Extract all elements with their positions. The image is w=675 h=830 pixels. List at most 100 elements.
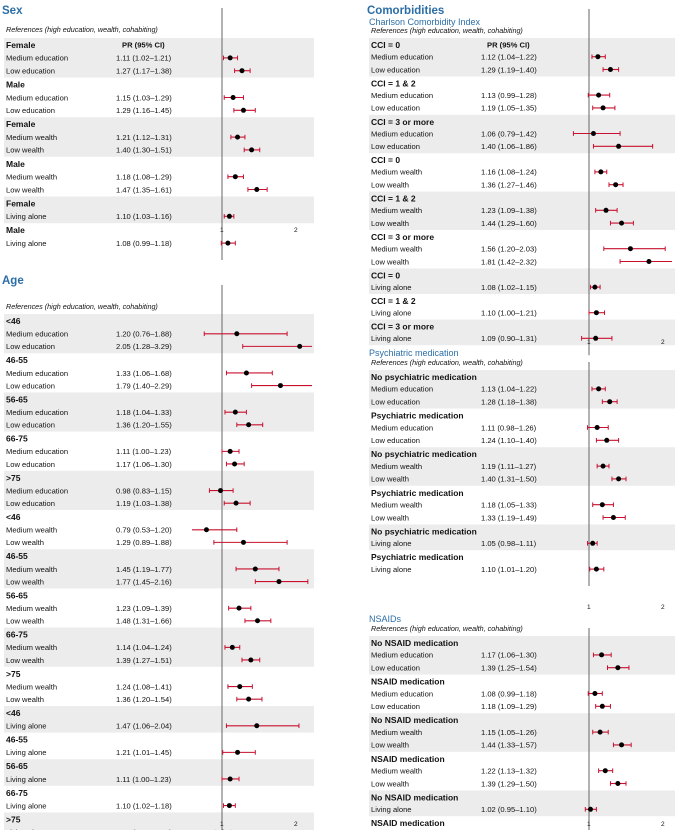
row-label: Low wealth [6, 538, 44, 547]
group-heading: 56-65 [6, 590, 28, 600]
point-estimate [240, 107, 246, 113]
row-pr-ci: 1.15 (1.05–1.26) [481, 728, 537, 737]
row-label: Living alone [371, 565, 412, 574]
group-heading: <46 [6, 708, 21, 718]
row-pr-ci: 1.13 (0.99–1.28) [481, 91, 537, 100]
row-pr-ci: 1.14 (1.04–1.24) [116, 643, 172, 652]
row-label: Living alone [371, 805, 412, 814]
row-label: Low wealth [6, 695, 44, 704]
row-label: Living alone [6, 722, 47, 731]
row-label: Low wealth [371, 257, 409, 266]
row-label: Low education [371, 702, 420, 711]
point-estimate [276, 579, 282, 585]
point-estimate [226, 803, 232, 809]
row-pr-ci: 1.23 (1.09–1.39) [116, 604, 172, 613]
row-label: Low wealth [6, 577, 44, 586]
point-estimate [603, 207, 609, 213]
group-shade [4, 38, 314, 78]
group-heading: NSAID medication [371, 754, 445, 764]
point-estimate [619, 742, 625, 748]
row-pr-ci: 1.79 (1.40–2.29) [116, 381, 172, 390]
point-estimate [596, 386, 602, 392]
row-pr-ci: 1.36 (1.27–1.46) [481, 181, 537, 190]
row-label: Low education [6, 67, 55, 76]
group-heading: 46-55 [6, 735, 28, 745]
point-estimate [599, 703, 605, 709]
group-heading: 56-65 [6, 394, 28, 404]
row-label: Medium education [6, 369, 68, 378]
row-pr-ci: 1.18 (1.09–1.29) [481, 702, 537, 711]
row-pr-ci: 1.39 (1.29–1.50) [481, 779, 537, 788]
point-estimate [235, 134, 241, 140]
group-shade [4, 627, 314, 667]
point-estimate [615, 665, 621, 671]
point-estimate [254, 723, 260, 729]
point-estimate [646, 259, 652, 265]
point-estimate [599, 652, 605, 658]
point-estimate [233, 500, 239, 506]
group-shade [369, 319, 675, 346]
row-label: Medium education [371, 423, 433, 432]
point-estimate [232, 409, 238, 415]
row-label: Low wealth [6, 617, 44, 626]
row-label: Living alone [6, 212, 47, 221]
row-pr-ci: 1.29 (0.89–1.88) [116, 538, 172, 547]
row-label: Low education [371, 104, 420, 113]
row-label: Low wealth [6, 656, 44, 665]
row-pr-ci: 1.29 (1.16–1.45) [116, 106, 172, 115]
point-estimate [246, 422, 252, 428]
point-estimate [246, 696, 252, 702]
group-heading: CCI = 1 & 2 [371, 78, 416, 88]
row-pr-ci: 1.10 (1.01–1.20) [481, 565, 537, 574]
row-label: Living alone [6, 828, 47, 830]
group-heading: No NSAID medication [371, 715, 458, 725]
row-pr-ci: 1.19 (1.03–1.38) [116, 499, 172, 508]
axis-tick-label: 1 [587, 821, 591, 828]
row-pr-ci: 0.79 (0.53–1.20) [116, 526, 172, 535]
group-heading: >75 [6, 473, 21, 483]
axis-tick-label: 2 [661, 339, 665, 346]
row-label: Living alone [371, 309, 412, 318]
references-note: References (high education, wealth, coha… [371, 26, 523, 35]
row-pr-ci: 1.18 (1.04–1.33) [116, 408, 172, 417]
row-label: Low education [371, 436, 420, 445]
row-label: Low education [6, 460, 55, 469]
row-pr-ci: 1.08 (1.02–1.15) [481, 283, 537, 292]
point-estimate [240, 539, 246, 545]
row-label: Low education [6, 499, 55, 508]
group-shade [369, 268, 675, 294]
row-pr-ci: 1.18 (1.08–1.29) [116, 173, 172, 182]
point-estimate [237, 684, 243, 690]
point-estimate [604, 437, 610, 443]
panel-title: Age [2, 275, 24, 287]
row-label: Medium wealth [6, 643, 57, 652]
point-estimate [248, 657, 254, 663]
point-estimate [277, 383, 283, 389]
group-heading: CCI = 1 & 2 [371, 296, 416, 306]
row-label: Low wealth [6, 185, 44, 194]
group-heading: CCI = 3 or more [371, 232, 434, 242]
point-estimate [598, 169, 604, 175]
point-estimate [255, 618, 261, 624]
row-label: Living alone [371, 283, 412, 292]
point-estimate [627, 246, 633, 252]
axis-tick-label: 2 [661, 604, 665, 611]
row-label: Medium education [6, 486, 68, 495]
row-pr-ci: 1.27 (1.17–1.38) [116, 67, 172, 76]
panel-sex: Sex References (high education, wealth, c… [2, 5, 314, 260]
references-note: References (high education, wealth, coha… [6, 302, 158, 311]
point-estimate [203, 527, 209, 533]
point-estimate [593, 310, 599, 316]
row-pr-ci: 1.47 (1.06–2.04) [116, 722, 172, 731]
row-pr-ci: 1.33 (1.06–1.68) [116, 369, 172, 378]
row-label: Medium education [6, 93, 68, 102]
row-pr-ci: 1.08 (0.99–1.18) [116, 239, 172, 248]
point-estimate [218, 488, 224, 494]
row-pr-ci: 1.06 (0.79–1.42) [481, 129, 537, 138]
axis-tick-label: 1 [587, 339, 591, 346]
group-heading: 46-55 [6, 355, 28, 365]
row-label: Medium education [371, 53, 433, 62]
group-heading: Female [6, 40, 36, 50]
row-pr-ci: 1.36 (1.20–1.55) [116, 421, 172, 430]
row-pr-ci: 1.11 (1.02–1.21) [116, 54, 172, 63]
